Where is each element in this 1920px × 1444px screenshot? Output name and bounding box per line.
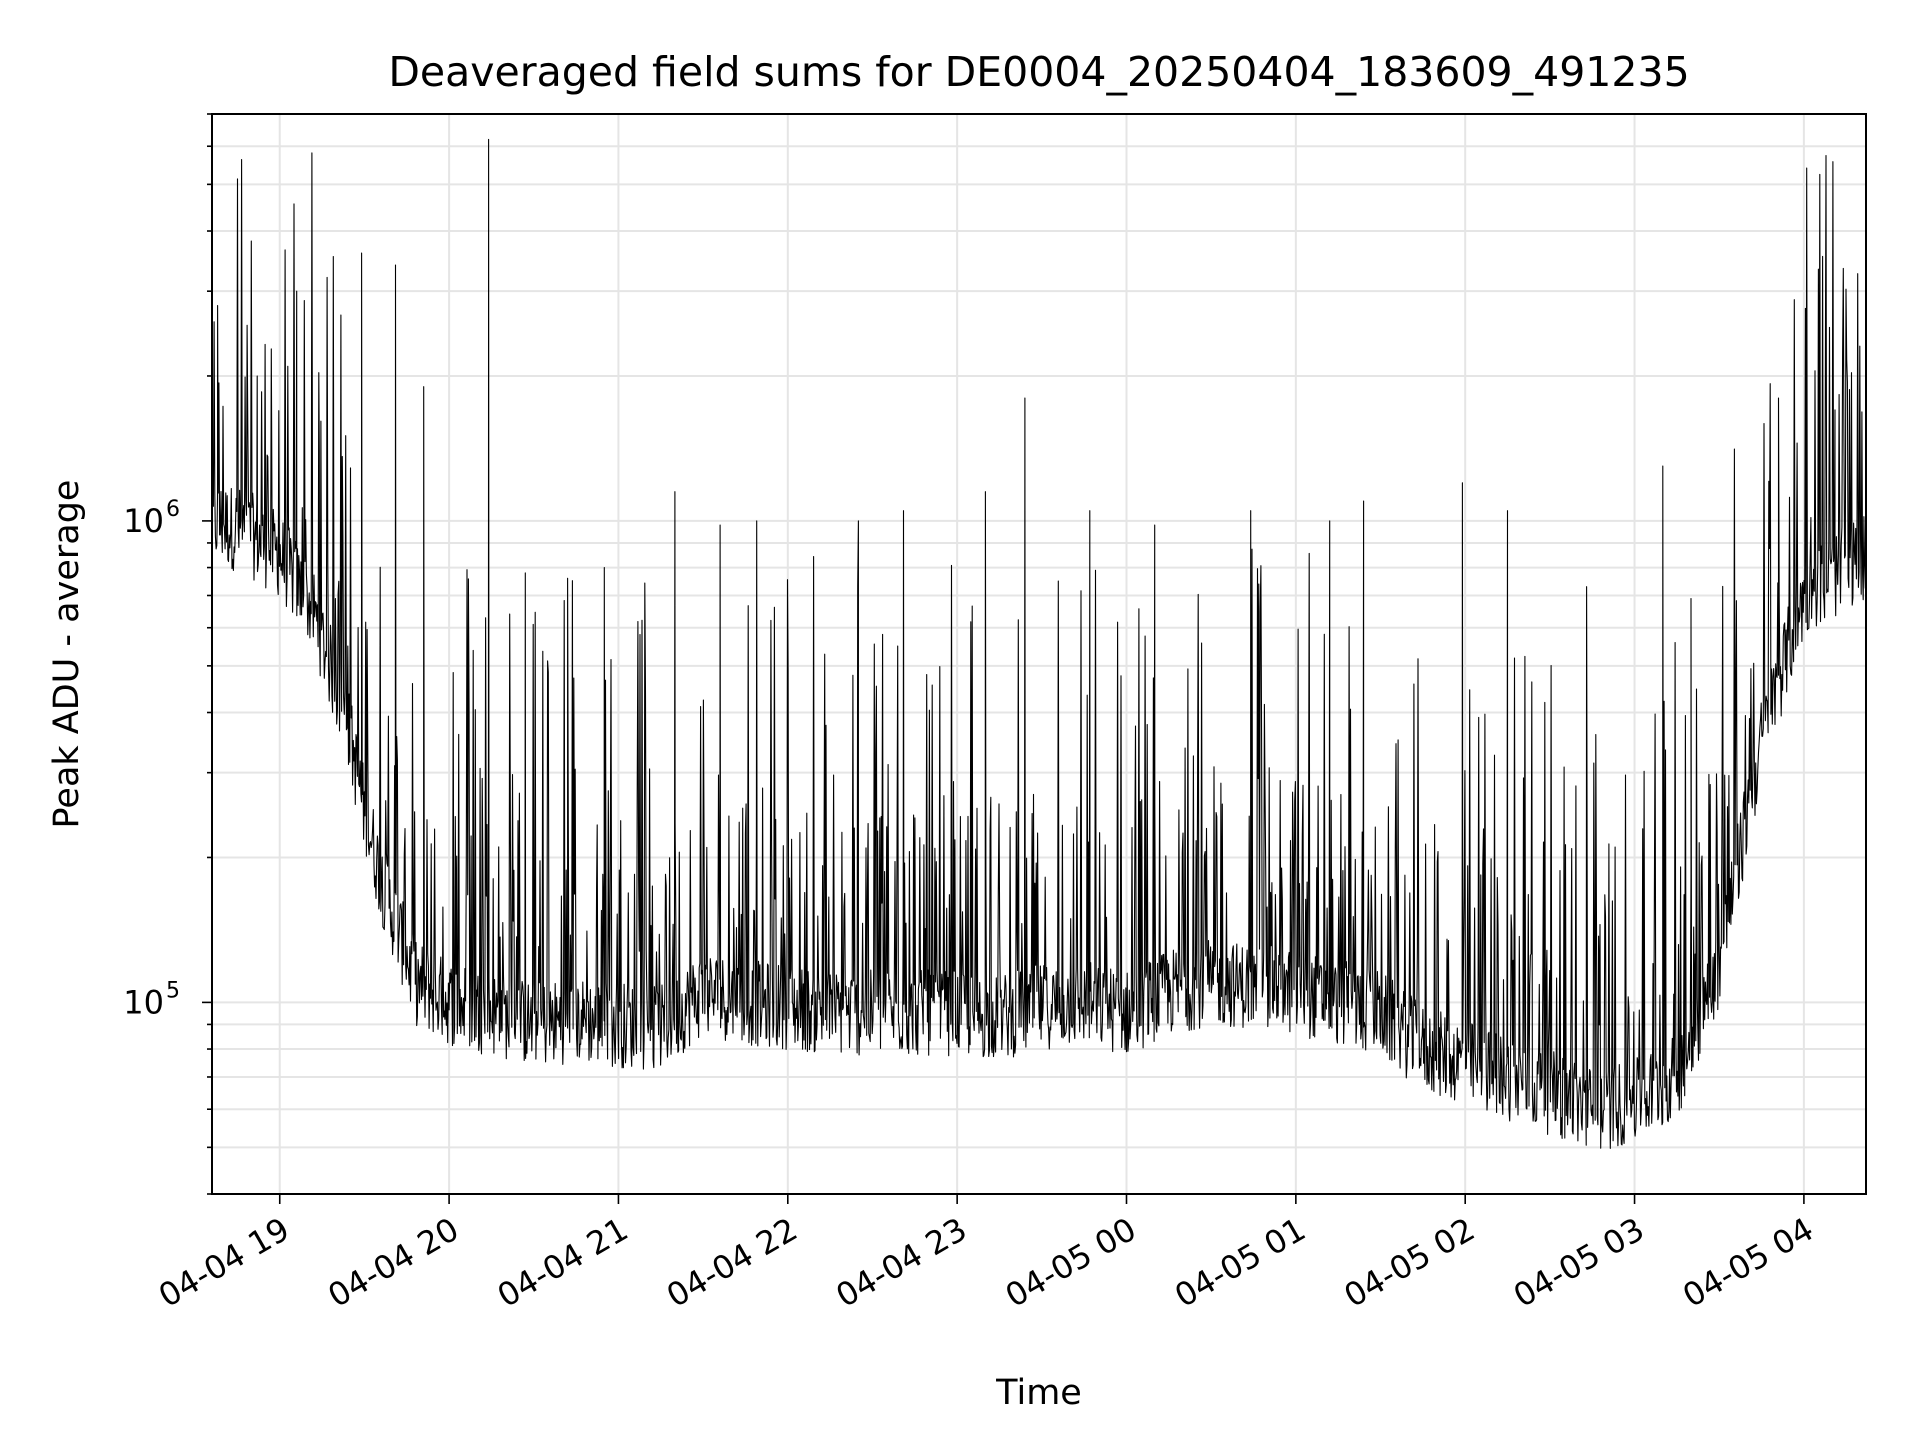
data-series-line	[211, 138, 1867, 1149]
y-tick-label-exponent: 6	[166, 497, 180, 522]
chart-title: Deaveraged field sums for DE0004_2025040…	[388, 48, 1689, 96]
plot-area-frame	[211, 113, 1867, 1195]
x-axis-label: Time	[995, 1373, 1082, 1413]
y-tick-label-exponent: 5	[166, 978, 180, 1003]
y-tick-label: 10	[123, 502, 164, 540]
y-tick-label: 10	[123, 983, 164, 1021]
data-line-layer	[211, 138, 1867, 1149]
y-axis-label: Peak ADU - average	[47, 480, 87, 829]
